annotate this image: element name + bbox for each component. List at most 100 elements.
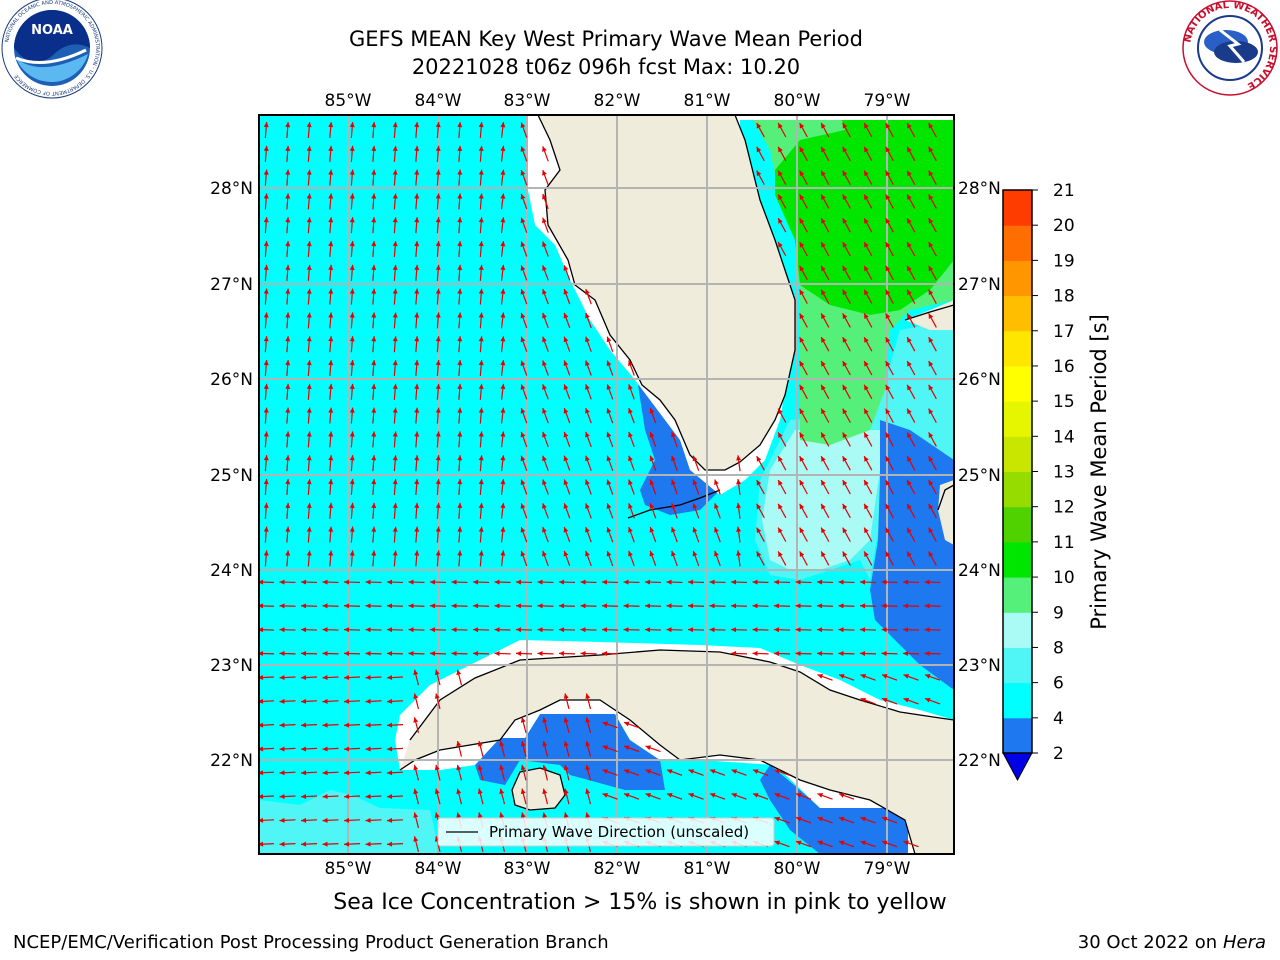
direction-arrow (520, 384, 528, 400)
direction-arrow (371, 169, 377, 186)
direction-arrow (902, 627, 920, 633)
direction-arrow (671, 550, 678, 567)
direction-arrow (343, 675, 361, 681)
direction-arrow (817, 793, 833, 800)
direction-arrow (328, 407, 334, 424)
direction-arrow (671, 431, 678, 448)
direction-arrow (838, 627, 855, 633)
direction-arrow (435, 359, 441, 377)
direction-arrow (799, 384, 808, 400)
direction-arrow (434, 788, 441, 805)
direction-arrow (820, 194, 830, 209)
direction-arrow (328, 550, 334, 567)
direction-arrow (863, 360, 873, 376)
direction-arrow (477, 788, 484, 805)
direction-arrow (520, 241, 528, 257)
direction-arrow (842, 122, 851, 138)
direction-arrow (756, 122, 765, 138)
direction-arrow (820, 241, 830, 257)
direction-arrow (859, 579, 877, 585)
direction-arrow (777, 455, 787, 471)
direction-arrow (838, 816, 855, 824)
direction-arrow (499, 788, 506, 805)
direction-arrow (306, 407, 312, 424)
lat-label-left: 28°N (210, 179, 253, 199)
direction-arrow (263, 288, 269, 305)
direction-arrow (906, 455, 916, 471)
direction-arrow (408, 651, 425, 657)
direction-arrow (386, 698, 404, 704)
direction-arrow (817, 674, 833, 681)
direction-arrow (371, 383, 377, 400)
direction-arrow (777, 527, 787, 542)
direction-arrow (306, 217, 312, 234)
direction-arrow (820, 289, 830, 304)
direction-arrow (414, 359, 420, 377)
direction-arrow (434, 693, 441, 710)
direction-arrow (816, 579, 834, 585)
direction-arrow (623, 627, 640, 633)
direction-arrow (863, 194, 873, 209)
direction-arrow (585, 693, 592, 710)
direction-arrow (863, 527, 873, 542)
direction-arrow (902, 651, 920, 657)
direction-arrow (924, 579, 941, 585)
direction-arrow (520, 360, 528, 376)
direction-arrow (542, 336, 549, 352)
direction-arrow (842, 289, 851, 304)
direction-arrow (520, 336, 528, 352)
direction-arrow (820, 432, 830, 447)
direction-arrow (671, 526, 678, 543)
direction-arrow (478, 407, 484, 424)
direction-arrow (773, 627, 791, 633)
direction-arrow (349, 336, 355, 353)
direction-arrow (328, 478, 334, 496)
direction-arrow (863, 384, 873, 400)
direction-arrow (392, 407, 398, 424)
map-area: Primary Wave Direction (unscaled) (259, 115, 954, 854)
direction-arrow (328, 502, 334, 519)
direction-arrow (777, 503, 787, 519)
direction-arrow (414, 550, 420, 567)
direction-arrow (928, 408, 937, 423)
direction-arrow (457, 240, 463, 258)
direction-arrow (414, 455, 420, 472)
nws-logo: NATIONAL WEATHER SERVICE (1178, 0, 1280, 100)
direction-arrow (563, 717, 570, 733)
direction-arrow (520, 146, 528, 162)
colorbar-tick-label: 16 (1053, 357, 1075, 377)
lon-label-top: 83°W (504, 91, 551, 111)
direction-arrow (542, 764, 549, 781)
direction-arrow (457, 383, 463, 400)
direction-arrow (628, 384, 635, 400)
direction-arrow (542, 384, 549, 400)
direction-arrow (306, 240, 312, 258)
direction-arrow (928, 455, 937, 471)
direction-arrow (773, 651, 791, 657)
direction-arrow (328, 145, 334, 162)
direction-arrow (863, 313, 873, 328)
direction-arrow (645, 793, 661, 800)
direction-arrow (863, 408, 873, 423)
direction-arrow (414, 288, 420, 305)
direction-arrow (285, 478, 291, 496)
direction-arrow (906, 122, 916, 138)
direction-arrow (478, 502, 484, 519)
noaa-logo: NOAA NATIONAL OCEANIC AND ATMOSPHERIC AD… (0, 0, 105, 100)
chart-title: GEFS MEAN Key West Primary Wave Mean Per… (349, 27, 863, 51)
direction-arrow (478, 145, 484, 162)
direction-arrow (285, 502, 291, 519)
direction-arrow (692, 455, 700, 471)
direction-arrow (435, 145, 441, 162)
direction-arrow (563, 550, 571, 567)
direction-arrow (435, 407, 441, 424)
direction-arrow (623, 603, 640, 609)
colorbar-segment (1003, 506, 1032, 543)
direction-arrow (328, 217, 334, 234)
direction-arrow (799, 527, 808, 542)
direction-arrow (285, 288, 291, 305)
direction-arrow (709, 603, 726, 609)
direction-arrow (328, 240, 334, 258)
direction-arrow (520, 503, 528, 519)
